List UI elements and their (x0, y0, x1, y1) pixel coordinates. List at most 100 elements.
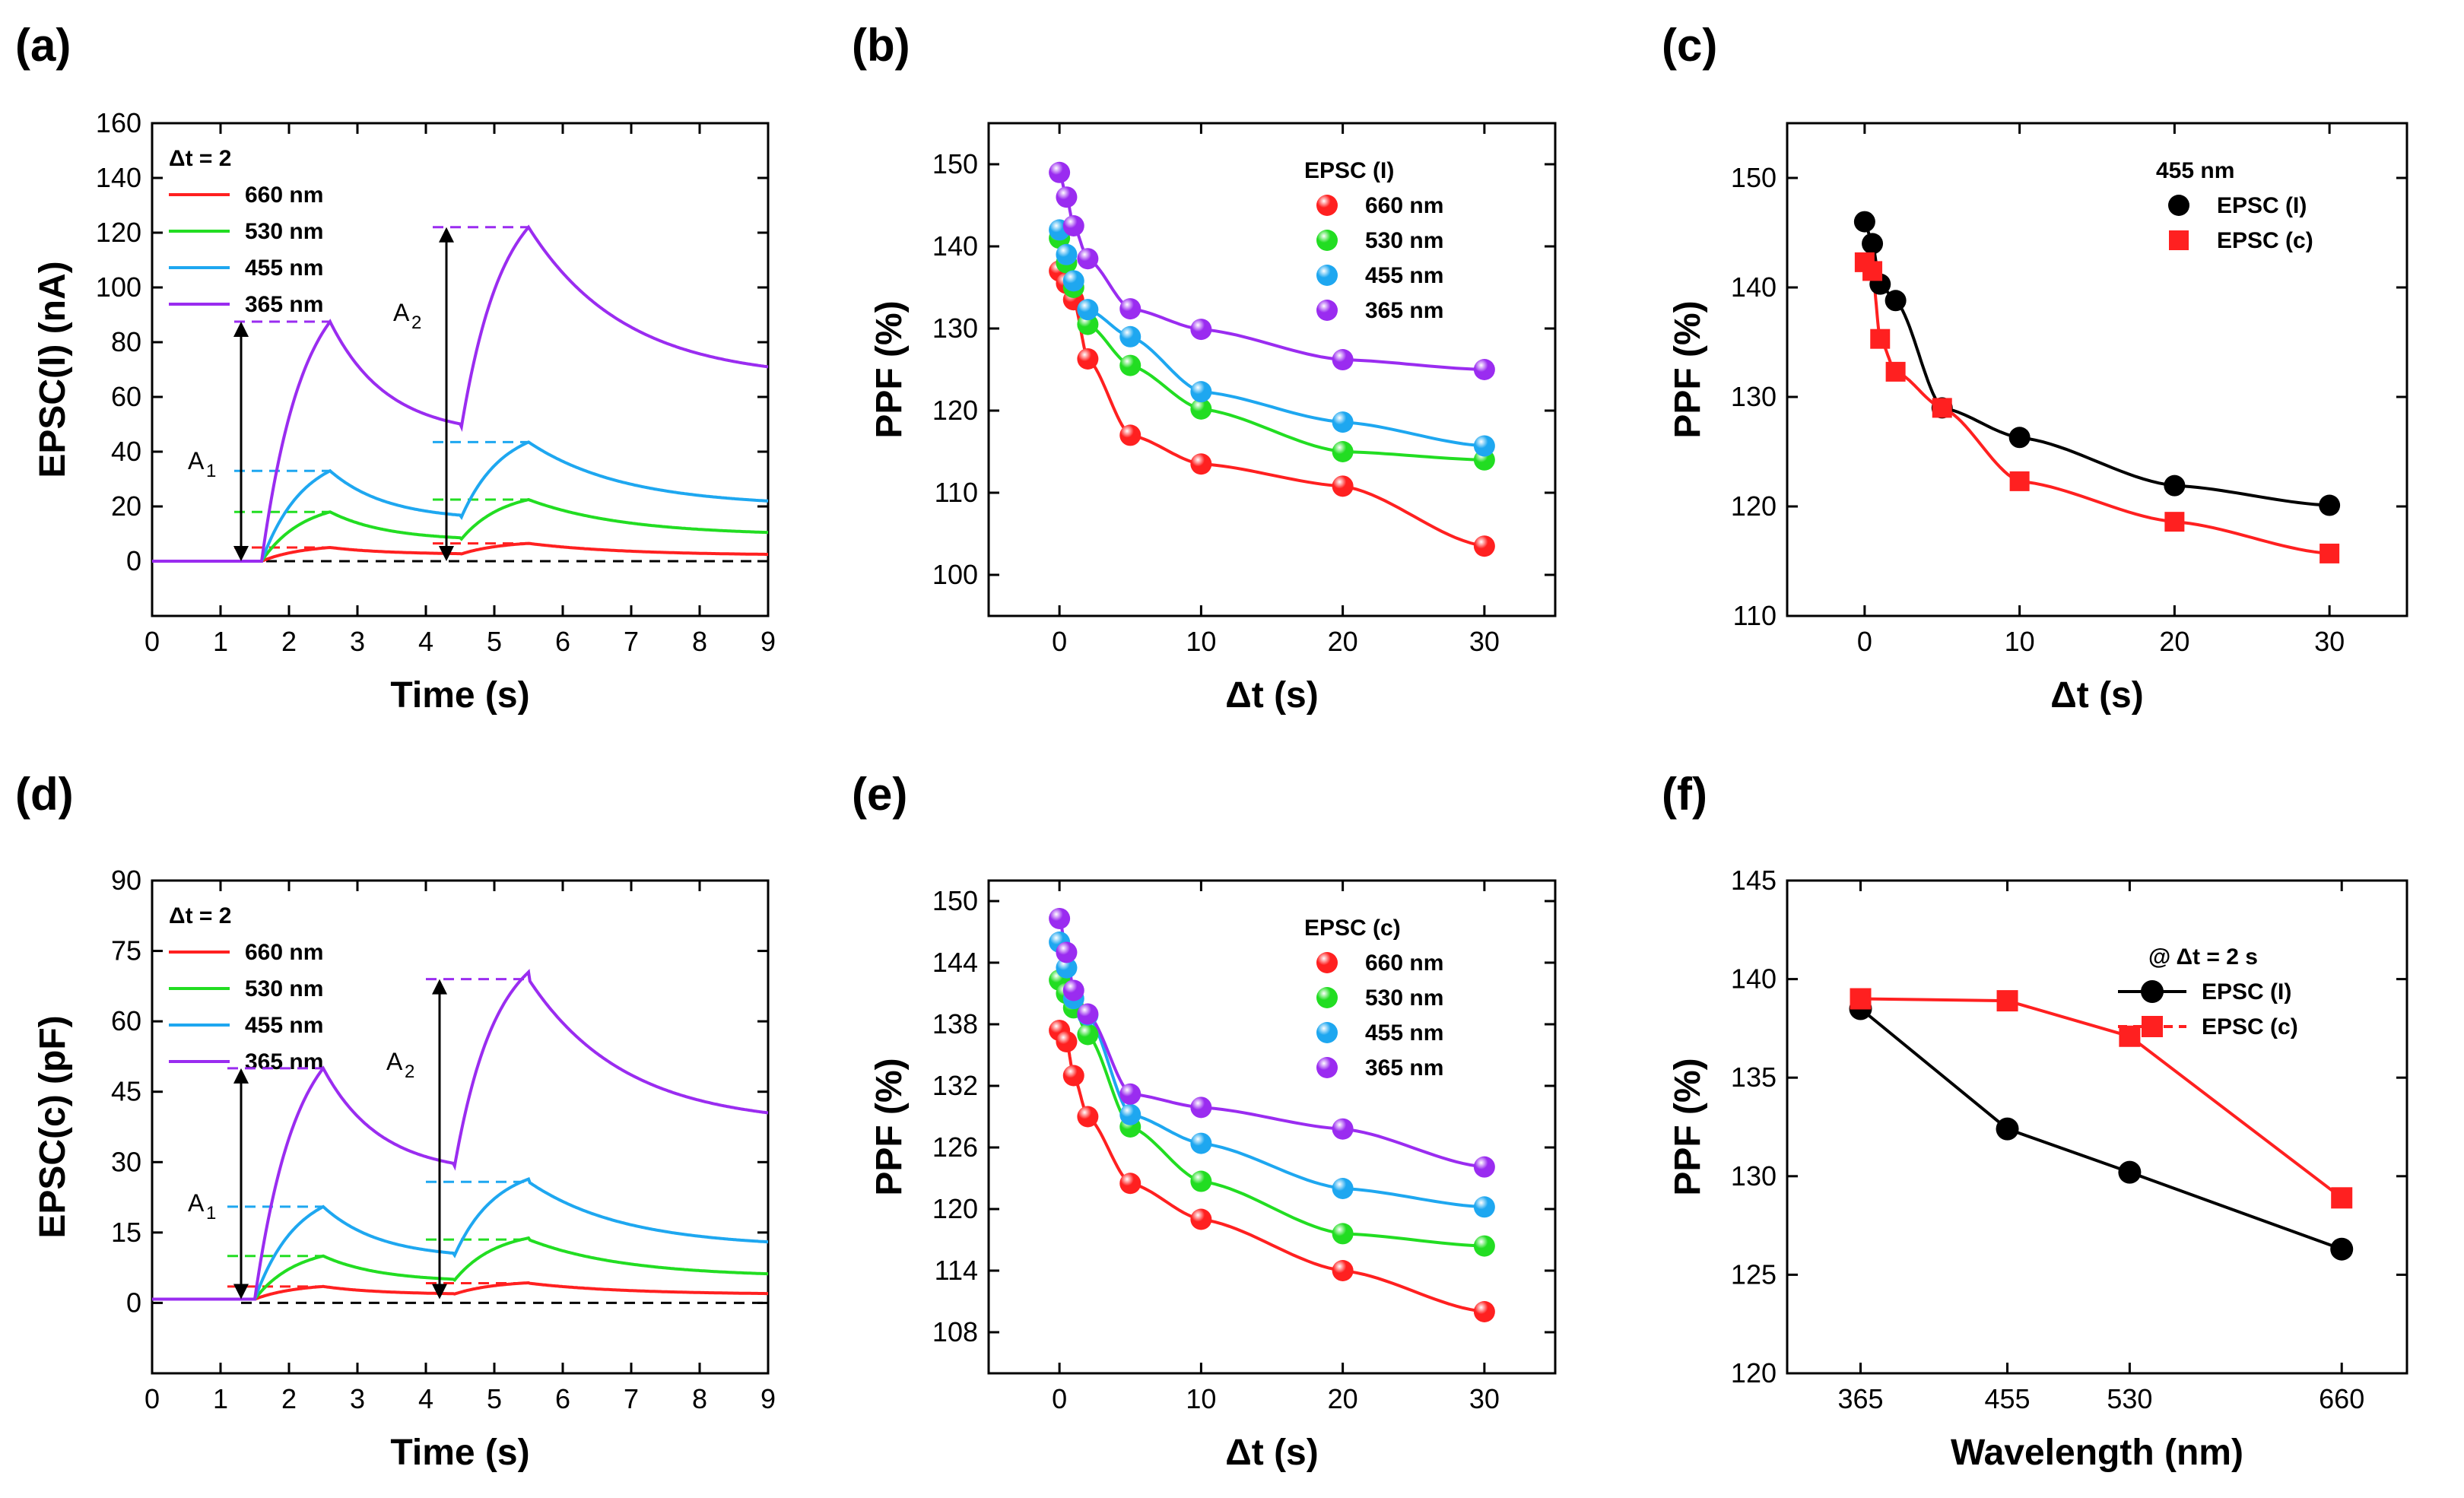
data-point (1473, 535, 1495, 557)
y-tick-label: 144 (932, 947, 978, 978)
legend-label: EPSC (I) (2202, 979, 2291, 1004)
amplitude-label: A (188, 1189, 205, 1217)
y-tick-label: 20 (111, 490, 141, 522)
legend-label: 455 nm (245, 1013, 323, 1038)
arrow-head-up (233, 1068, 249, 1084)
amplitude-subscript: 1 (206, 461, 216, 481)
data-point (1332, 1260, 1354, 1281)
data-point (2331, 1187, 2353, 1209)
y-tick-label: 110 (935, 477, 978, 508)
legend-marker (2142, 1016, 2163, 1037)
y-axis-title: PPF (%) (1668, 1058, 1708, 1195)
x-tick-label: 10 (1186, 1383, 1216, 1414)
y-tick-label: 120 (932, 1193, 978, 1224)
data-point (1077, 348, 1099, 370)
data-point (1119, 1103, 1142, 1125)
arrow-head-up (233, 322, 249, 337)
panel-label: (e) (852, 769, 907, 820)
y-tick-label: 100 (96, 271, 141, 303)
legend-label: EPSC (c) (2217, 228, 2313, 253)
data-point (1870, 328, 1891, 349)
y-tick-label: 120 (1731, 1357, 1777, 1389)
x-tick-label: 455 (1985, 1383, 2031, 1414)
data-point (2164, 512, 2185, 532)
chart-panel-f: (f) 365 455 530 660 120 125 130 135 140 145 Wavelen… (1662, 769, 2408, 1473)
data-point (1119, 354, 1142, 376)
data-point (1473, 359, 1495, 380)
x-axis-title: Δt (s) (1225, 1433, 1318, 1473)
data-point (1077, 1106, 1099, 1128)
y-tick-label: 140 (932, 230, 978, 262)
y-tick-label: 0 (126, 1287, 141, 1318)
x-tick-label: 0 (1857, 626, 1872, 657)
series-line-EPSCc (1860, 997, 2343, 1199)
x-tick-label: 9 (760, 626, 776, 657)
y-tick-label: 75 (111, 935, 141, 966)
y-tick-label: 45 (111, 1076, 141, 1107)
plot-frame (1786, 122, 2408, 617)
data-point (1332, 475, 1354, 497)
chart-panel-b: (b) 0 10 20 30 100 110 120 130 140 150 Δt (s) PPF (%… (852, 20, 1557, 716)
legend-marker (2168, 195, 2189, 216)
y-axis-title: PPF (%) (1668, 300, 1708, 438)
x-tick-label: 1 (213, 1383, 228, 1414)
y-tick-label: 125 (1731, 1258, 1777, 1290)
series-line-365nm (152, 224, 769, 563)
x-tick-label: 0 (144, 626, 160, 657)
legend-title: EPSC (c) (1304, 916, 1401, 941)
x-tick-label: 20 (1328, 626, 1358, 657)
data-point (1056, 1030, 1078, 1052)
plot-frame (987, 879, 1557, 1375)
x-axis-title: Δt (s) (1225, 675, 1318, 716)
chart-panel-e: (e) 0 10 20 30 108 114 120 126 132 138 144 150 Δt (s)… (852, 769, 1557, 1473)
legend-label: 455 nm (1365, 1020, 1443, 1046)
legend-label: 455 nm (245, 255, 323, 281)
legend-title: Δt = 2 (169, 903, 231, 928)
x-tick-label: 1 (213, 626, 228, 657)
data-point (2118, 1160, 2142, 1184)
x-tick-label: 6 (555, 626, 570, 657)
legend-label: 530 nm (245, 219, 323, 244)
data-point (1332, 349, 1354, 371)
legend-label: 660 nm (245, 940, 323, 965)
x-tick-label: 5 (487, 1383, 502, 1414)
y-tick-label: 120 (96, 217, 141, 248)
data-point (1077, 299, 1099, 321)
data-point (1996, 990, 2018, 1012)
y-tick-label: 138 (932, 1008, 978, 1039)
x-tick-label: 0 (1052, 626, 1067, 657)
data-point (1190, 1170, 1212, 1192)
data-point (1056, 186, 1078, 208)
legend-marker (1316, 230, 1338, 251)
legend-marker (1316, 1057, 1338, 1078)
legend-title: EPSC (I) (1304, 158, 1394, 183)
legend-marker (1316, 952, 1338, 973)
amplitude-label: A (386, 1048, 403, 1075)
y-tick-label: 120 (1731, 490, 1777, 522)
data-point (1332, 1118, 1354, 1140)
data-point (1190, 381, 1212, 403)
x-tick-label: 4 (418, 1383, 433, 1414)
data-point (1473, 1196, 1495, 1218)
y-tick-label: 135 (1731, 1062, 1777, 1093)
data-point (1119, 298, 1142, 320)
data-point (1332, 1178, 1354, 1199)
legend-label: 530 nm (1365, 228, 1443, 253)
legend-label: 365 nm (245, 1049, 323, 1074)
x-axis-title: Time (s) (390, 1433, 529, 1473)
data-point (1056, 941, 1078, 963)
y-tick-label: 150 (932, 148, 978, 179)
data-point (1056, 957, 1078, 979)
data-point (1853, 211, 1875, 233)
x-tick-label: 30 (2314, 626, 2345, 657)
x-tick-label: 0 (1052, 1383, 1067, 1414)
y-tick-label: 0 (126, 545, 141, 576)
data-point (1190, 398, 1212, 420)
y-tick-label: 108 (932, 1316, 978, 1347)
y-tick-label: 114 (935, 1255, 978, 1286)
data-point (1077, 1003, 1099, 1025)
legend-marker (1316, 265, 1338, 286)
panel-label: (d) (15, 769, 74, 820)
arrow-head-up (439, 227, 454, 243)
